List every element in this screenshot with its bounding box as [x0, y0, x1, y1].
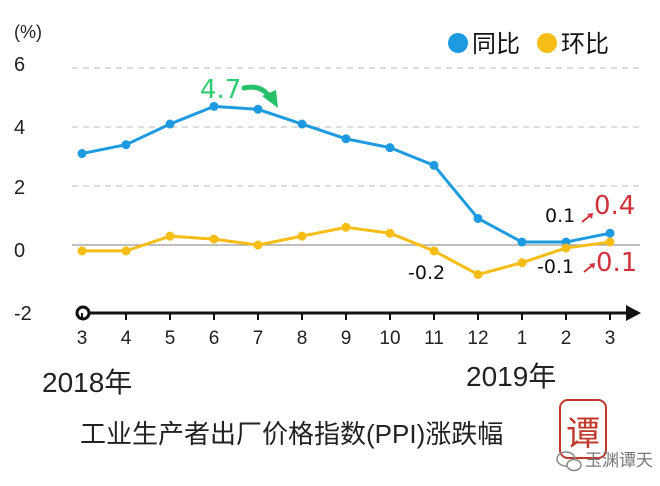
- data-point: [253, 104, 263, 114]
- seal-text: 谭: [566, 414, 600, 454]
- annotation-label: -0.2: [408, 262, 445, 284]
- data-point: [605, 228, 615, 238]
- wechat-icon: [556, 451, 582, 472]
- y-tick-label: 4: [14, 117, 25, 139]
- data-point: [297, 119, 307, 129]
- legend-marker: [537, 33, 557, 53]
- legend-marker: [448, 33, 468, 53]
- annotations: 4.7 0.1 0.4 -0.2 -0.1 0.1: [200, 75, 637, 284]
- data-point: [77, 246, 87, 256]
- red-arrowhead-down-icon: [589, 263, 595, 269]
- data-point: [385, 143, 395, 153]
- legend: 同比 环比: [448, 30, 609, 58]
- data-point: [517, 237, 527, 247]
- series-line-2: [82, 225, 611, 276]
- series-line-1: [81, 104, 611, 244]
- data-point: [473, 213, 483, 223]
- data-point: [605, 237, 615, 247]
- legend-label: 环比: [561, 30, 609, 58]
- data-point: [429, 246, 439, 256]
- x-axis: 3 4 5 6 7 8 9 10 11 12 1 2 3: [75, 305, 641, 349]
- data-point: [209, 101, 219, 111]
- x-tick-label: 11: [424, 328, 444, 349]
- data-point: [121, 140, 131, 150]
- data-point: [429, 160, 439, 170]
- x-tick-label: 2: [561, 328, 572, 349]
- chart-title: 工业生产者出厂价格指数(PPI)涨跌幅: [80, 419, 503, 449]
- x-tick-label: 8: [297, 328, 308, 349]
- x-tick-label: 12: [467, 328, 488, 349]
- data-point: [165, 231, 175, 241]
- y-tick-label: 0: [14, 240, 25, 262]
- gridlines: [72, 67, 640, 246]
- y-axis: 6 4 2 0 -2: [14, 54, 32, 325]
- annotation-label: -0.1: [537, 256, 574, 278]
- year-label-2018: 2018年: [42, 367, 132, 398]
- red-arrowhead-up-icon: [587, 213, 593, 219]
- annotation-label: 0.1: [596, 248, 637, 278]
- data-point: [297, 231, 307, 241]
- series-layer: [77, 101, 615, 279]
- x-tick-label: 9: [341, 328, 352, 349]
- data-point: [341, 134, 351, 144]
- x-tick-label: 1: [517, 328, 528, 349]
- x-tick-label: 6: [209, 328, 220, 349]
- data-point: [165, 119, 175, 129]
- y-tick-label: 2: [14, 177, 25, 199]
- annotation-label: 0.1: [545, 205, 575, 227]
- account-name: 玉渊谭天: [585, 451, 653, 471]
- x-axis-arrowhead: [626, 305, 641, 321]
- data-point: [209, 234, 219, 244]
- data-point: [77, 149, 87, 159]
- y-tick-label: 6: [14, 54, 25, 76]
- data-point: [473, 270, 483, 279]
- data-point: [121, 246, 131, 256]
- x-tick-label: 3: [605, 328, 616, 349]
- data-point: [253, 240, 263, 250]
- data-point: [385, 228, 395, 238]
- data-point: [517, 258, 527, 268]
- year-label-2019: 2019年: [466, 361, 556, 392]
- y-tick-label: -2: [14, 303, 32, 325]
- annotation-label: 0.4: [594, 191, 635, 221]
- legend-label: 同比: [472, 30, 520, 58]
- x-tick-label: 4: [121, 328, 132, 349]
- x-tick-label: 10: [379, 328, 400, 349]
- seal-stamp: 谭: [559, 399, 607, 459]
- wechat-watermark: 玉渊谭天: [556, 451, 653, 472]
- unit-label: (%): [14, 22, 42, 42]
- data-point: [341, 222, 351, 232]
- x-tick-label: 3: [77, 328, 88, 349]
- x-tick-label: 5: [165, 328, 176, 349]
- x-tick-label: 7: [253, 328, 264, 349]
- data-point: [561, 243, 571, 253]
- green-arrowhead-icon: [262, 90, 278, 108]
- annotation-label: 4.7: [200, 75, 241, 105]
